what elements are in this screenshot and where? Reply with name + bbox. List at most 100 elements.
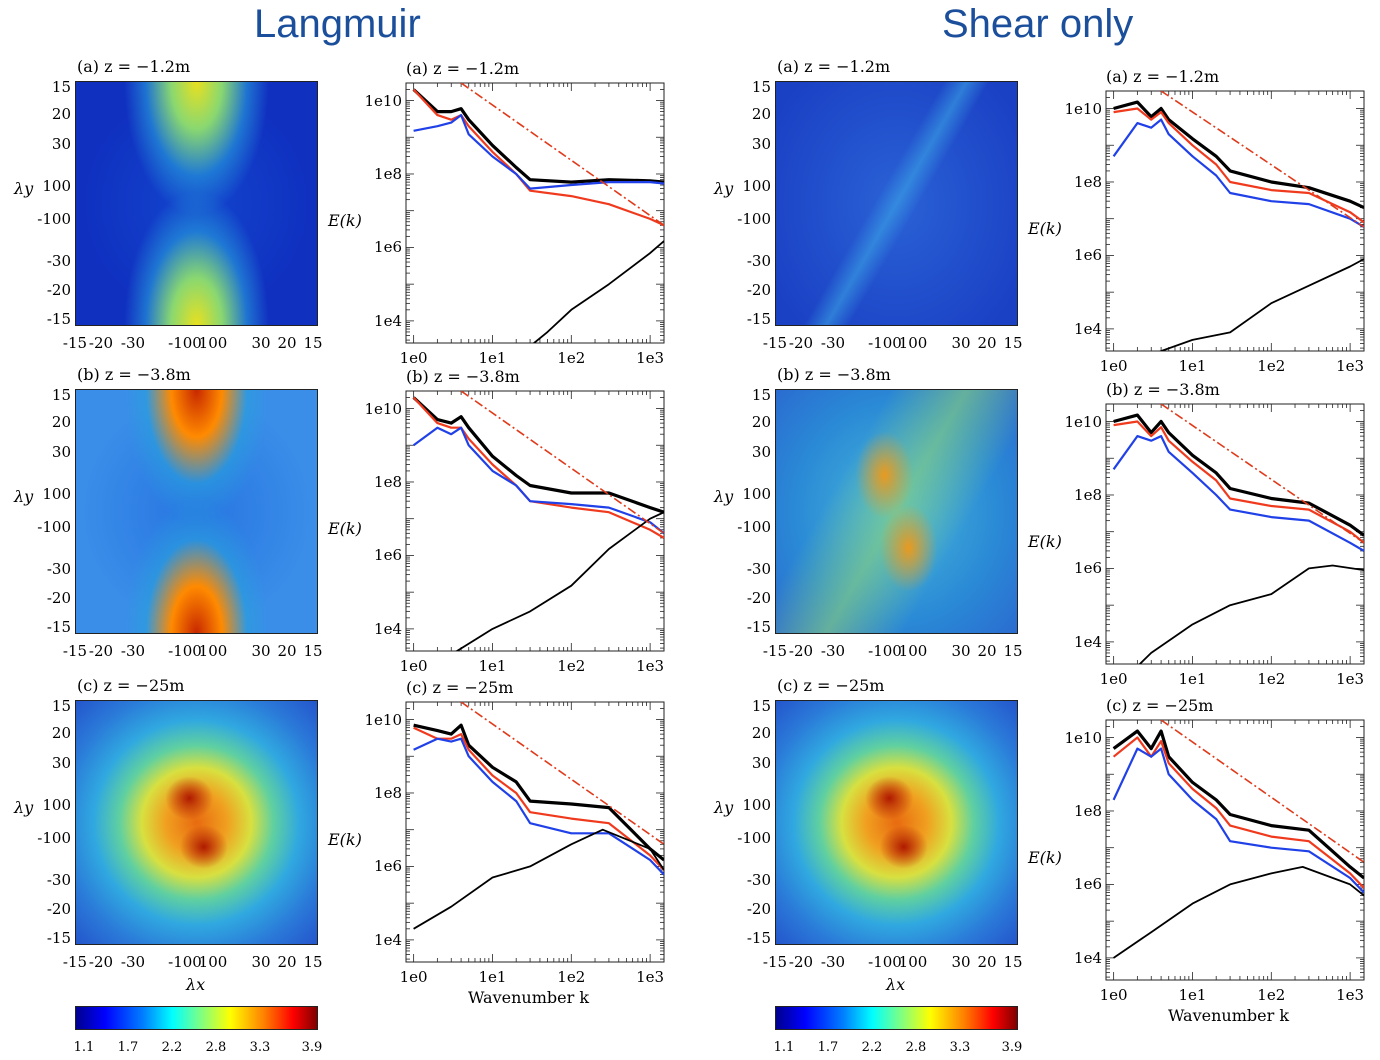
colorbar-tick: 2.8 xyxy=(205,1040,227,1055)
colorbar-tick: 3.9 xyxy=(1001,1040,1023,1055)
series-line-black-thin xyxy=(455,511,664,651)
spectrum-x-tick: 1e3 xyxy=(636,657,665,675)
series-line-black-thick xyxy=(1113,100,1364,210)
series-line-blue xyxy=(1112,118,1364,228)
series-line-black-thick xyxy=(412,396,664,514)
heatmap-y-tick: 30 xyxy=(51,135,71,153)
heatmap-panel-title: (a) z = −1.2m xyxy=(77,57,191,76)
heatmap-x-tick: 100 xyxy=(898,953,928,971)
series-line-blue xyxy=(412,426,664,535)
heatmap-y-tick: -15 xyxy=(46,618,71,636)
heatmap-y-tick: -15 xyxy=(746,310,771,328)
heatmap-x-label: λx xyxy=(886,975,906,994)
spectrum-y-tick: 1e6 xyxy=(374,857,402,876)
spectrum-x-tick: 1e0 xyxy=(399,968,428,986)
series-line-reference xyxy=(1160,404,1364,544)
energy-spectrum-plot xyxy=(405,82,665,344)
spectrum-y-tick: 1e8 xyxy=(1074,485,1102,504)
heatmap-x-tick: -20 xyxy=(788,642,814,660)
spectrum-y-tick: 1e8 xyxy=(374,472,402,491)
heatmap-x-tick: 100 xyxy=(198,642,228,660)
spectrum-y-tick: 1e6 xyxy=(374,546,402,565)
heatmap-y-tick: -20 xyxy=(46,900,71,918)
plot-frame xyxy=(405,390,665,652)
heatmap-y-tick: -20 xyxy=(746,589,771,607)
heatmap-x-tick: -20 xyxy=(88,334,114,352)
spectrum-panel-title: (c) z = −25m xyxy=(406,678,514,697)
heatmap-y-tick: 20 xyxy=(751,724,771,742)
heatmap-y-tick: 30 xyxy=(751,443,771,461)
heatmap-x-tick: -20 xyxy=(88,953,114,971)
spectrum-y-tick: 1e6 xyxy=(374,238,402,257)
spectrum-x-tick: 1e0 xyxy=(399,349,428,367)
series-line-blue xyxy=(1112,747,1364,894)
spectrum-x-tick: 1e1 xyxy=(1178,986,1207,1004)
colorbar xyxy=(75,1006,318,1030)
heatmap-y-tick: 100 xyxy=(42,177,71,195)
energy-spectrum-plot xyxy=(1105,719,1365,981)
spectral-heatmap xyxy=(75,389,318,634)
heatmap-y-tick: 15 xyxy=(51,78,71,96)
heatmap-y-tick: -100 xyxy=(737,210,771,228)
spectrum-y-tick: 1e8 xyxy=(374,783,402,802)
plot-frame xyxy=(1105,719,1365,981)
spectrum-y-tick: 1e6 xyxy=(1074,246,1102,265)
heatmap-x-tick: 30 xyxy=(251,334,271,352)
spectrum-x-tick: 1e3 xyxy=(1336,357,1365,375)
spectrum-x-tick: 1e0 xyxy=(1099,986,1128,1004)
group-title: Shear only xyxy=(942,2,1134,46)
spectrum-x-tick: 1e2 xyxy=(557,968,586,986)
spectrum-y-tick: 1e8 xyxy=(1074,172,1102,191)
series-line-red xyxy=(1113,107,1364,224)
series-line-reference xyxy=(1160,720,1364,863)
heatmap-x-tick: 20 xyxy=(277,953,297,971)
series-line-red xyxy=(1113,420,1364,544)
colorbar-tick: 1.1 xyxy=(773,1040,795,1055)
heatmap-y-tick: -20 xyxy=(746,281,771,299)
heatmap-x-tick: 100 xyxy=(198,334,228,352)
heatmap-x-tick: -15 xyxy=(762,642,788,660)
spectrum-x-tick: 1e2 xyxy=(1257,670,1286,688)
series-line-reference xyxy=(460,391,664,534)
series-line-black-thin xyxy=(532,240,664,343)
heatmap-y-tick: -100 xyxy=(37,518,71,536)
series-line-black-thin xyxy=(1158,258,1364,351)
heatmap-y-tick: 30 xyxy=(751,754,771,772)
heatmap-y-label: λy xyxy=(14,487,34,506)
heatmap-y-tick: -20 xyxy=(746,900,771,918)
heatmap-x-tick: 30 xyxy=(251,642,271,660)
heatmap-x-tick: -100 xyxy=(168,642,202,660)
heatmap-x-tick: 20 xyxy=(277,334,297,352)
heatmap-y-tick: 20 xyxy=(751,413,771,431)
series-line-black-thick xyxy=(413,723,664,862)
energy-spectrum-plot xyxy=(1105,403,1365,665)
spectrum-y-label: E(k) xyxy=(328,519,362,538)
heatmap-x-tick: 15 xyxy=(303,642,323,660)
heatmap-y-tick: -15 xyxy=(46,929,71,947)
colorbar-tick: 3.3 xyxy=(249,1040,271,1055)
heatmap-y-label: λy xyxy=(714,179,734,198)
heatmap-y-tick: 20 xyxy=(51,105,71,123)
colorbar-tick: 2.2 xyxy=(161,1040,183,1055)
series-line-reference xyxy=(1160,91,1364,228)
series-line-red xyxy=(412,88,664,227)
heatmap-x-tick: 15 xyxy=(1003,642,1023,660)
heatmap-x-tick: -100 xyxy=(168,953,202,971)
heatmap-x-tick: 15 xyxy=(1003,953,1023,971)
spectrum-x-tick: 1e0 xyxy=(399,657,428,675)
spectrum-y-label: E(k) xyxy=(1028,219,1062,238)
series-line-blue xyxy=(413,113,664,190)
series-line-black-thick xyxy=(1113,413,1364,537)
spectral-heatmap xyxy=(775,700,1018,945)
heatmap-x-tick: -30 xyxy=(120,334,146,352)
spectrum-x-tick: 1e0 xyxy=(1099,670,1128,688)
heatmap-x-tick: 100 xyxy=(198,953,228,971)
heatmap-x-tick: -20 xyxy=(788,953,814,971)
heatmap-panel-title: (a) z = −1.2m xyxy=(777,57,891,76)
series-line-black-thin xyxy=(1138,564,1364,664)
series-line-red xyxy=(413,726,664,871)
spectrum-x-tick: 1e3 xyxy=(636,968,665,986)
spectrum-panel-title: (a) z = −1.2m xyxy=(406,59,520,78)
heatmap-y-tick: 30 xyxy=(51,443,71,461)
heatmap-y-label: λy xyxy=(714,487,734,506)
